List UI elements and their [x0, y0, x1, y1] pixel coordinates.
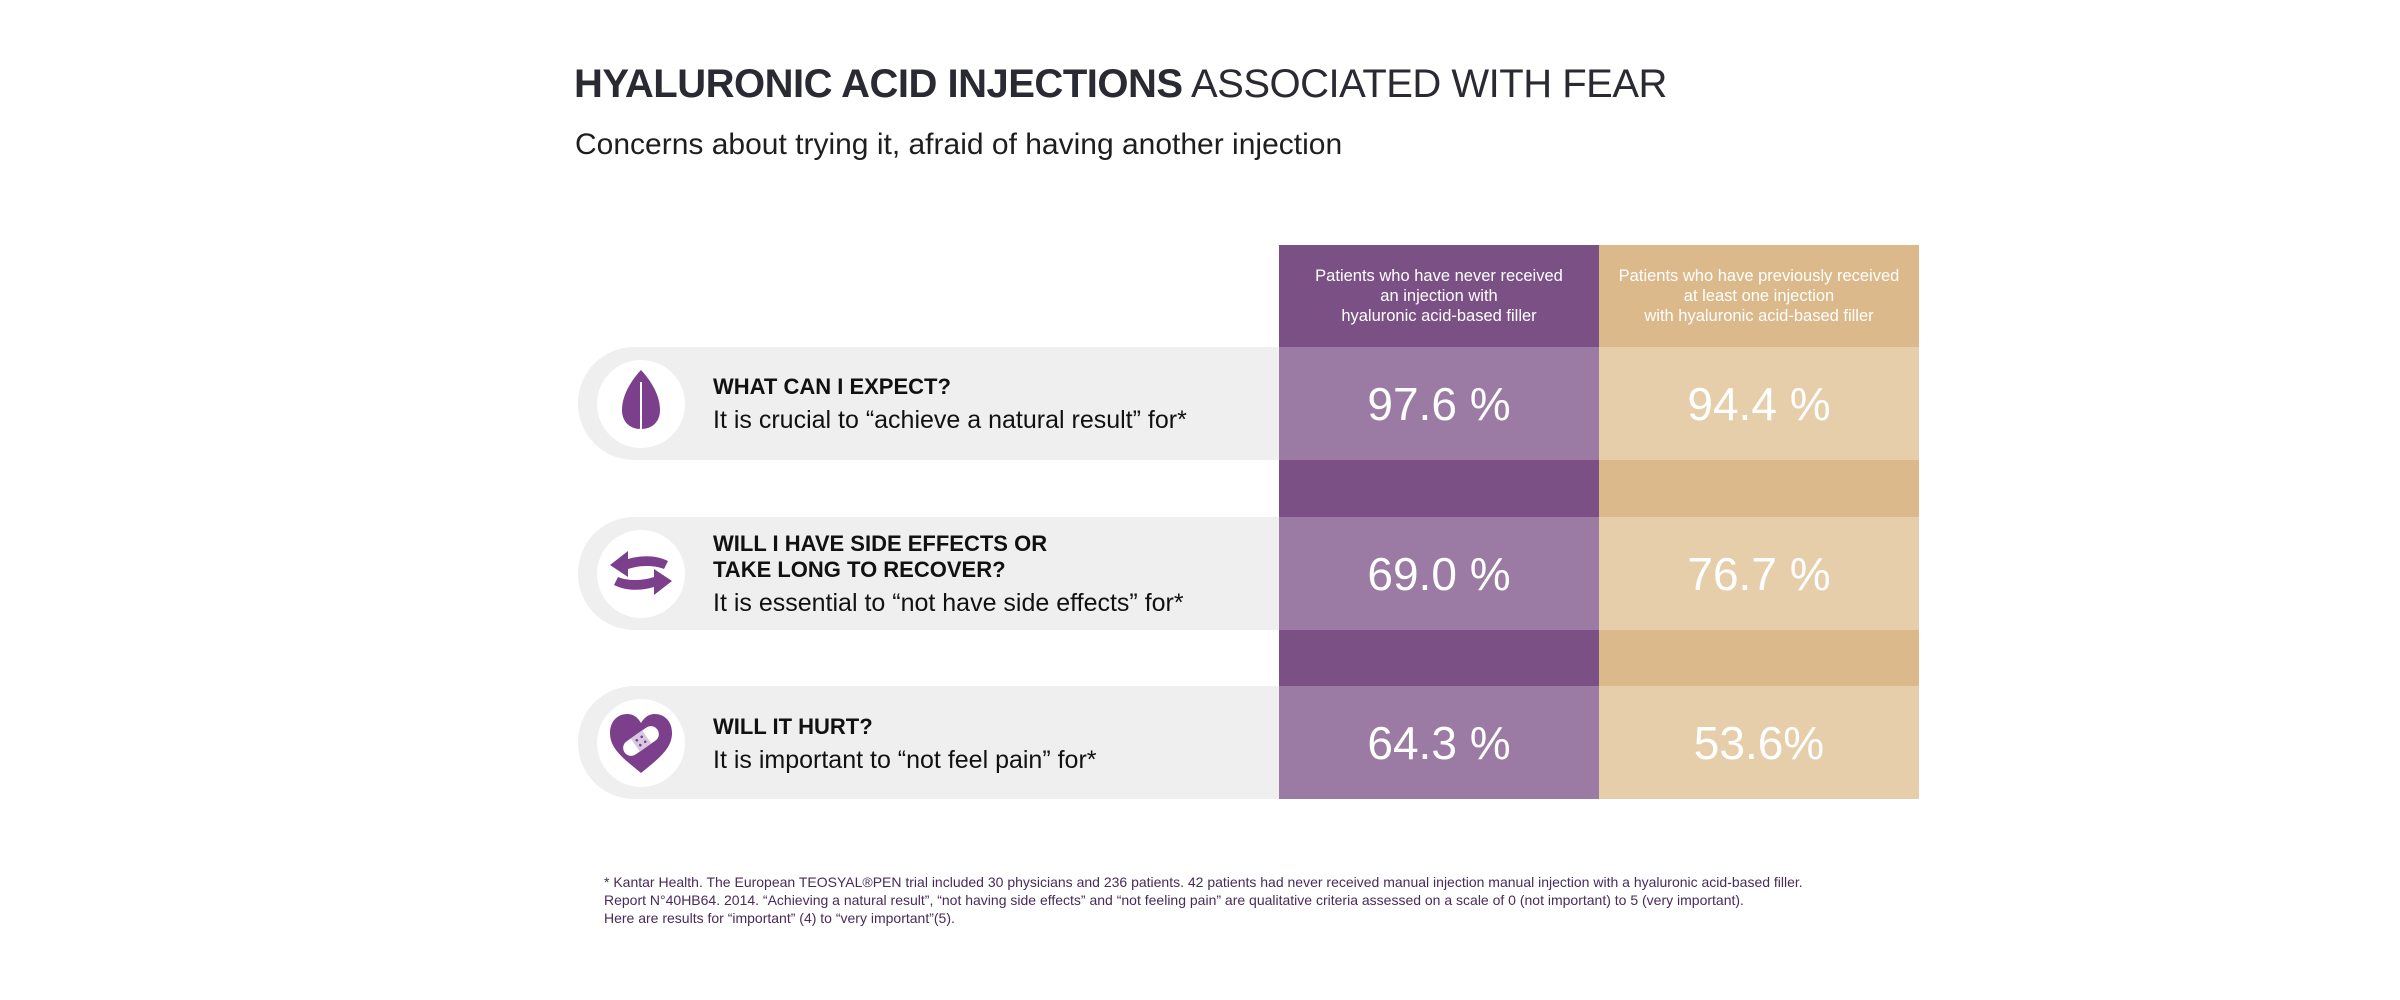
leaf-icon: [597, 360, 685, 448]
tan-separator-band: [1599, 460, 1919, 517]
chart-title-bold: HYALURONIC ACID INJECTIONS: [574, 62, 1183, 106]
chart-title-regular: ASSOCIATED WITH FEAR: [1190, 62, 1667, 106]
data-cell-previously-received: 76.7 %: [1599, 517, 1919, 630]
data-cell-never-received: 69.0 %: [1279, 517, 1599, 630]
row-question: WHAT CAN I EXPECT?: [713, 374, 951, 399]
column-header-previously-received: Patients who have previously received at…: [1599, 245, 1919, 347]
heart-bandage-icon: [597, 699, 685, 787]
data-cell-never-received: 97.6 %: [1279, 347, 1599, 460]
tan-separator-band: [1599, 630, 1919, 686]
footnote: * Kantar Health. The European TEOSYAL®PE…: [604, 874, 1803, 926]
purple-separator-band: [1279, 460, 1599, 517]
data-cell-never-received: 64.3 %: [1279, 686, 1599, 799]
table-row-background: [578, 517, 1318, 630]
table-row-background: [578, 347, 1318, 460]
chart-subtitle: Concerns about trying it, afraid of havi…: [575, 128, 1343, 161]
swap-arrows-icon: [597, 530, 685, 618]
row-text: WHAT CAN I EXPECT? It is crucial to “ach…: [713, 374, 1187, 436]
data-cell-previously-received: 94.4 %: [1599, 347, 1919, 460]
row-text: WILL IT HURT? It is important to “not fe…: [713, 714, 1097, 776]
row-text: WILL I HAVE SIDE EFFECTS OR TAKE LONG TO…: [713, 531, 1184, 619]
row-statement: It is important to “not feel pain” for*: [713, 746, 1097, 774]
chart-title: HYALURONIC ACID INJECTIONS ASSOCIATED WI…: [574, 62, 1667, 107]
data-cell-previously-received: 53.6%: [1599, 686, 1919, 799]
purple-separator-band: [1279, 630, 1599, 686]
column-header-never-received: Patients who have never received an inje…: [1279, 245, 1599, 347]
row-question: WILL IT HURT?: [713, 714, 873, 739]
row-question: WILL I HAVE SIDE EFFECTS OR TAKE LONG TO…: [713, 531, 1048, 582]
row-statement: It is essential to “not have side effect…: [713, 589, 1184, 617]
table-row-background: [578, 686, 1318, 799]
row-statement: It is crucial to “achieve a natural resu…: [713, 406, 1187, 434]
